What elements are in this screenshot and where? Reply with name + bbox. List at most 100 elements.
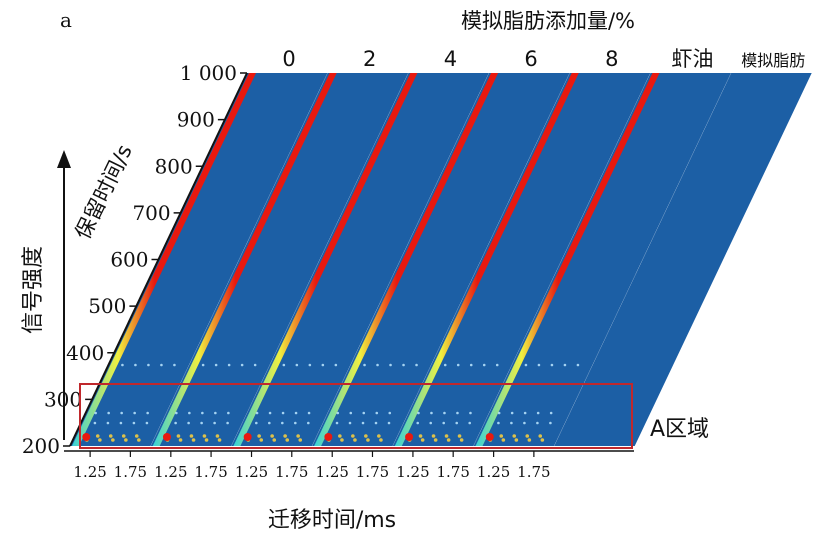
signal-spot [201,411,204,415]
signal-spot [201,363,205,367]
signal-spot [226,421,229,425]
signal-spot [308,363,312,367]
x-tick-label: 1.25 [316,463,349,481]
signal-spot [214,411,217,415]
signal-spot [576,363,580,367]
signal-spot [405,433,414,441]
signal-spot [469,411,472,415]
signal-spot [499,434,504,438]
signal-spot [95,434,100,438]
signal-spot [388,411,392,415]
reaction-ion-line [233,73,418,446]
signal-spot [501,438,506,442]
signal-spot [335,421,339,425]
signal-spot [549,411,553,415]
z-axis-label: 信号强度 [21,246,46,334]
signal-spot [446,438,451,442]
signal-spot [497,421,500,425]
x-tick-label: 1.75 [436,463,469,481]
x-tick-label: 1.75 [194,463,227,481]
y-tick-label: 300 [44,387,82,411]
panel-background [150,73,409,446]
signal-spot [366,438,370,442]
signal-spot [108,434,113,438]
signal-spot [443,363,447,367]
signal-spot [457,434,462,438]
signal-spot [82,433,91,441]
signal-spot [536,421,539,425]
panel-background [473,73,731,446]
signal-spot [94,411,97,415]
signal-spot [255,411,259,415]
reaction-ion-line [314,73,499,446]
signal-spot [124,438,128,442]
series-label: 2 [363,47,376,71]
signal-spot [362,411,366,415]
panel [473,73,731,446]
signal-spot [550,363,554,367]
signal-spot [334,363,338,367]
signal-spot [549,421,552,425]
signal-spot [119,421,123,425]
series-label: 0 [282,47,295,71]
y-tick-label: 200 [22,434,60,458]
signal-spot [469,363,473,367]
signal-spot [402,363,405,367]
signal-spot [217,438,222,442]
signal-spot [459,438,464,442]
chart-title: 模拟脂肪添加量/% [461,9,635,33]
x-axis: 迁移时间/ms 1.25 1.75 1.25 1.75 1.25 1.75 1.25 1.75… [64,450,634,533]
signal-spot [336,411,340,415]
signal-spot [202,434,207,438]
y-tick-label: 600 [110,248,148,272]
panel [231,73,489,446]
reaction-ion-line [475,73,660,446]
signal-spot [213,421,216,425]
x-tick-label: 1.75 [356,463,389,481]
y-tick-label: 800 [155,154,193,178]
signal-spot [200,421,203,425]
signal-spot [215,434,220,438]
signal-spot [137,438,141,442]
signal-spot [147,363,150,367]
signal-spot [455,421,459,425]
panel [70,73,328,446]
panel-background [312,73,570,446]
signal-spot [175,411,178,415]
signal-spot [281,411,285,415]
x-tick-label: 1.75 [114,463,147,481]
signal-spot [364,434,368,438]
signal-spot [523,421,526,425]
signal-spot [363,363,366,367]
reaction-ion-line [72,73,256,446]
signal-spot [536,411,540,415]
signal-spot [527,438,532,442]
signal-spot [379,438,383,442]
signal-spot [307,411,311,415]
signal-spot [512,434,517,438]
signal-spot [187,421,190,425]
signal-spot [283,434,287,438]
region-a-box [79,383,633,449]
signal-spot [204,438,209,442]
signal-spot [418,434,423,438]
signal-spot [178,438,183,442]
signal-spot [227,411,230,415]
signal-spot [281,421,284,425]
signal-spot [134,363,137,367]
signal-spot [485,433,494,441]
x-tick-label: 1.25 [396,463,429,481]
y-axis-label: 保留时间/s [71,141,137,243]
signal-spot [514,438,519,442]
signal-spot [510,411,514,415]
y-tick-label: 900 [177,108,215,132]
signal-spot [349,411,353,415]
signal-spot [268,421,271,425]
signal-spot [285,438,290,442]
signal-spot [111,438,115,442]
signal-spot [295,363,299,367]
signal-spot [255,421,258,425]
panels [70,73,812,446]
panel-label: a [60,8,72,32]
